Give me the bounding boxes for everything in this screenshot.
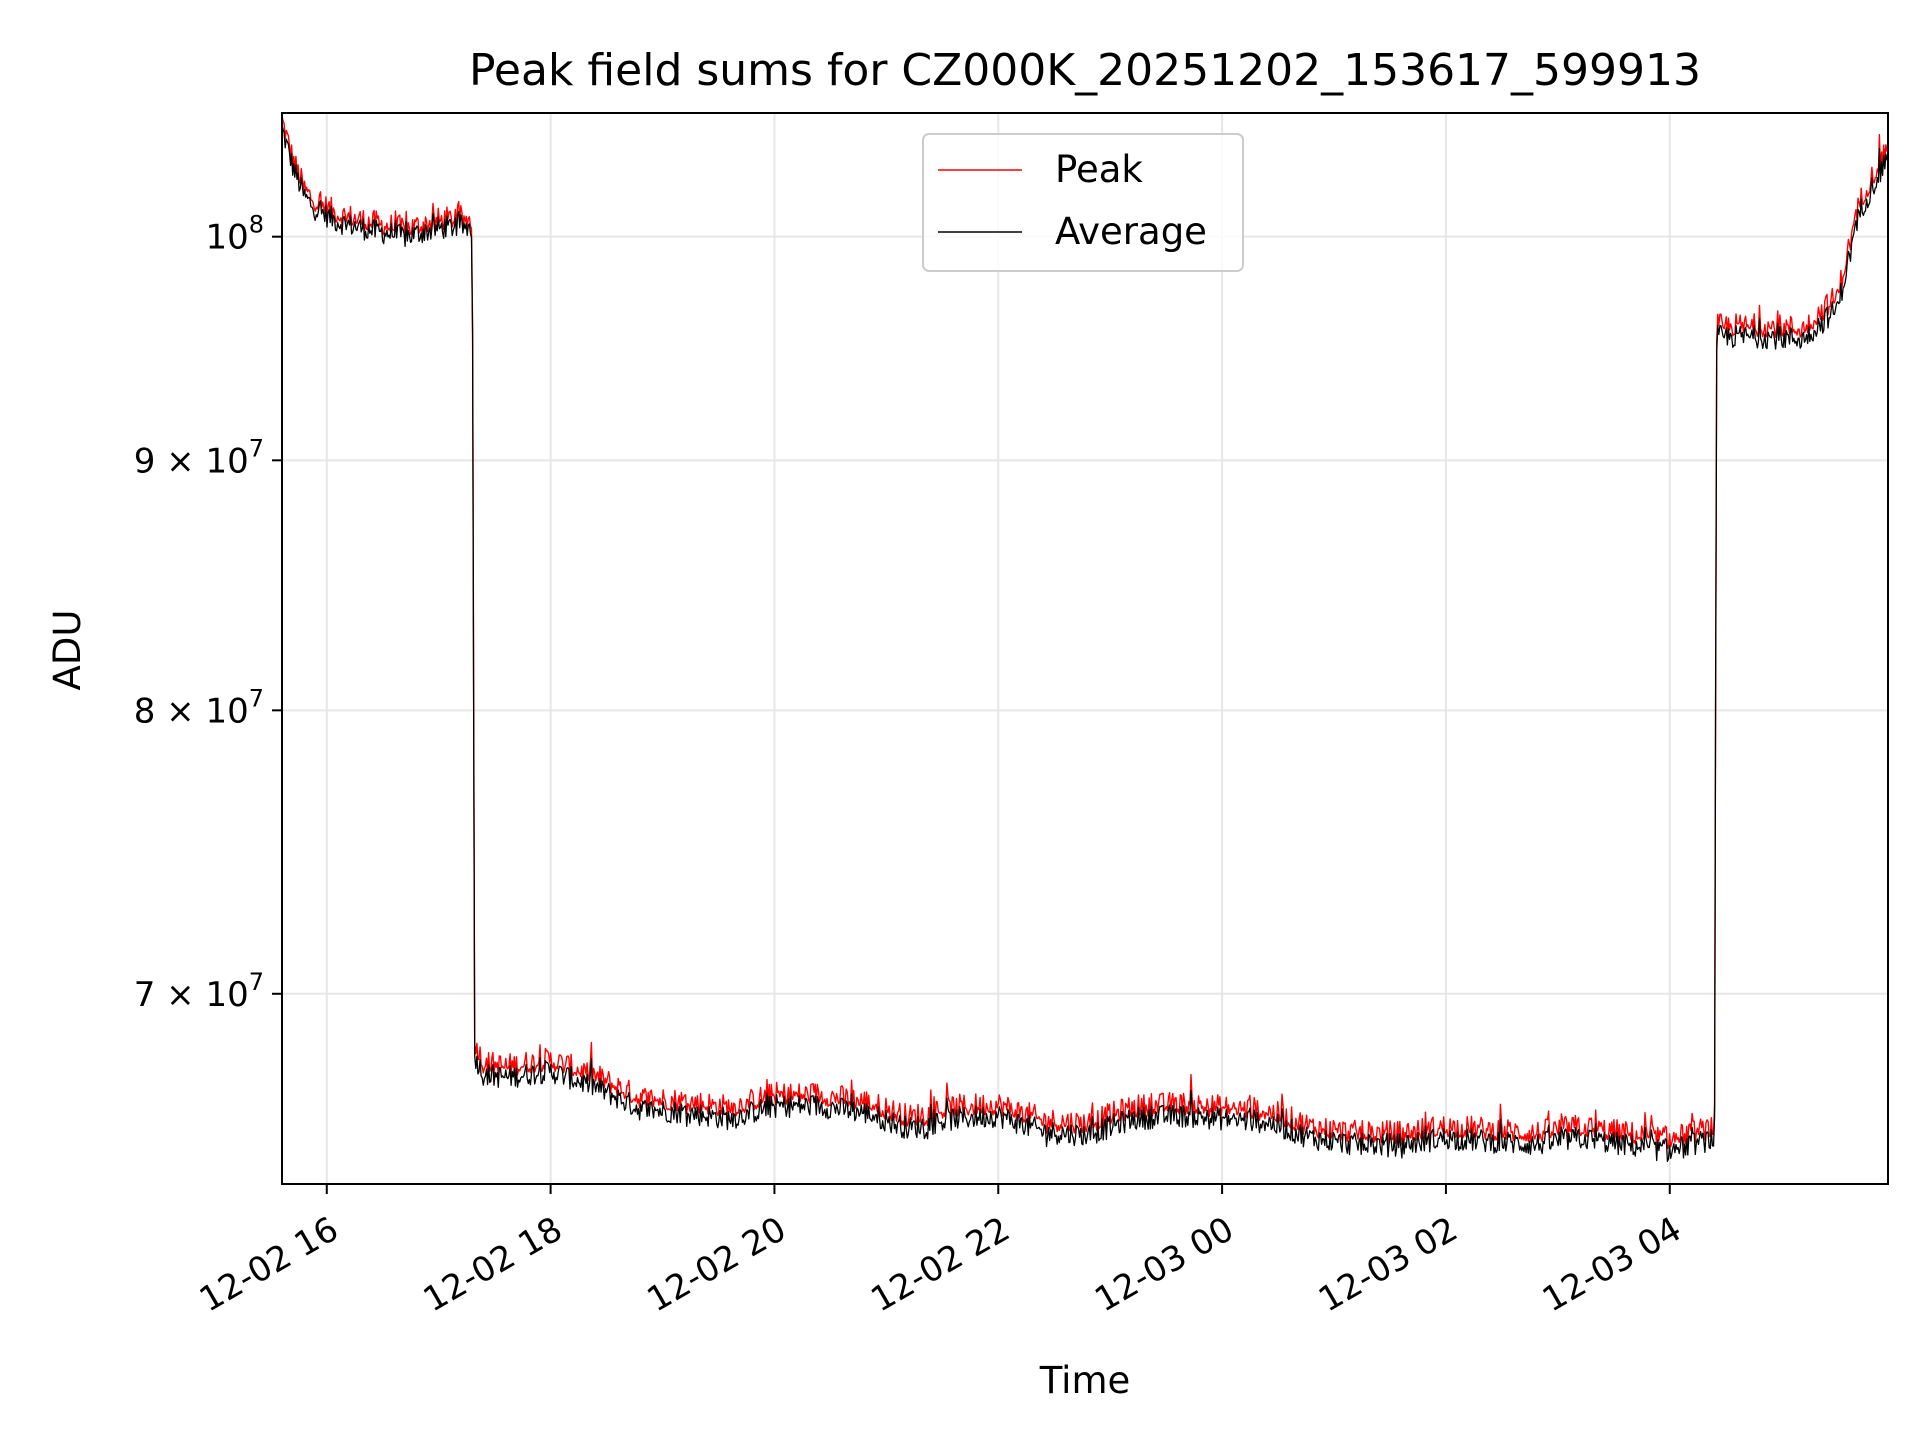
y-tick-base: 7 × 10 — [134, 975, 249, 1015]
series-group — [281, 116, 1889, 1162]
y-tick-exponent: 7 — [249, 684, 264, 712]
y-tick-exponent: 7 — [249, 434, 264, 462]
y-tick-exponent: 7 — [249, 968, 264, 996]
legend-box — [922, 133, 1244, 272]
x-axis-label: Time — [1039, 1359, 1131, 1402]
y-tick-base: 10 — [205, 218, 248, 258]
plot-frame — [281, 112, 1889, 1185]
y-tick-label: 9 × 107 — [134, 434, 264, 481]
series-line-average — [281, 125, 1889, 1162]
y-tick-base: 9 × 10 — [134, 441, 249, 481]
y-tick-exponent: 8 — [249, 211, 264, 239]
chart-title: Peak field sums for CZ000K_20251202_1536… — [469, 45, 1701, 96]
y-tick-label: 8 × 107 — [134, 684, 264, 731]
legend-label-peak: Peak — [1055, 148, 1143, 191]
y-axis-label: ADU — [46, 610, 89, 691]
y-tick-base: 8 × 10 — [134, 691, 249, 731]
legend: Peak Average — [922, 133, 1244, 272]
y-tick-label: 7 × 107 — [134, 968, 264, 1015]
series-line-peak — [281, 116, 1889, 1150]
legend-label-average: Average — [1055, 210, 1207, 253]
y-tick-label: 108 — [205, 211, 264, 258]
